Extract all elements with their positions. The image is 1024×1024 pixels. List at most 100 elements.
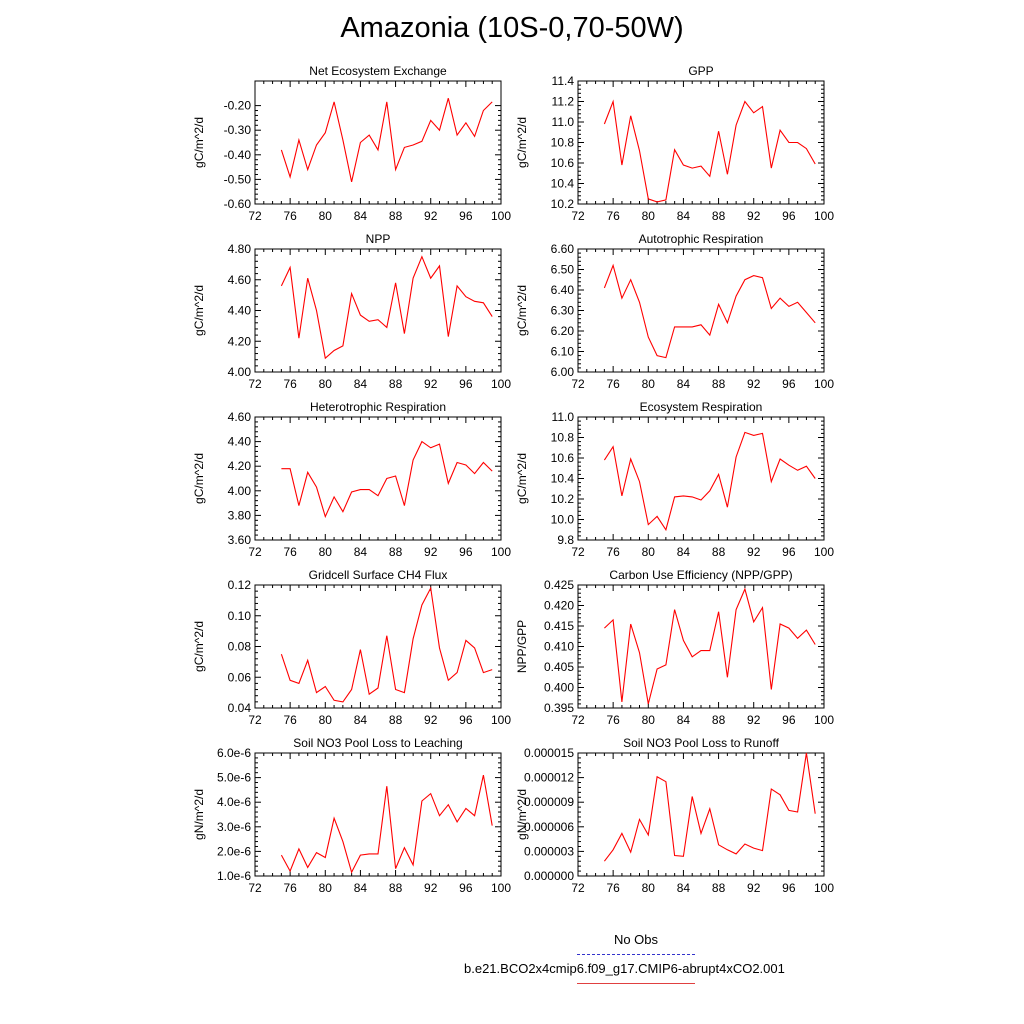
y-tick-label: 10.2 (551, 197, 575, 211)
y-axis-label: gC/m^2/d (192, 621, 206, 672)
panel-title: Soil NO3 Pool Loss to Leaching (293, 736, 462, 750)
x-tick-label: 84 (677, 881, 691, 895)
y-tick-label: 4.60 (228, 273, 252, 287)
x-tick-label: 88 (712, 377, 726, 391)
plot-frame (577, 80, 825, 205)
x-tick-label: 72 (571, 545, 585, 559)
x-tick-label: 100 (814, 209, 834, 223)
page-title: Amazonia (10S-0,70-50W) (340, 12, 684, 44)
y-axis-label: gN/m^2/d (192, 789, 206, 840)
x-tick-label: 72 (571, 713, 585, 727)
x-tick-label: 76 (283, 545, 297, 559)
x-tick-label: 96 (782, 881, 796, 895)
panel-title: Heterotrophic Respiration (310, 400, 446, 414)
y-tick-label: 0.410 (544, 640, 574, 654)
x-tick-label: 92 (424, 209, 438, 223)
y-tick-label: 10.2 (551, 492, 575, 506)
x-tick-label: 88 (389, 881, 403, 895)
plot-frame (254, 752, 502, 877)
series-line (281, 440, 493, 519)
chart-panel-0: Net Ecosystem Exchange gC/m^2/d 72 76 80 84 88… (192, 64, 511, 223)
y-tick-label: -0.30 (224, 123, 252, 137)
y-axis-label: gC/m^2/d (515, 117, 529, 168)
x-tick-label: 84 (677, 713, 691, 727)
plot-frame (577, 584, 825, 709)
y-tick-label: 10.4 (551, 472, 575, 486)
chart-panel-5: Ecosystem Respiration gC/m^2/d 72 76 80 84 88 9… (515, 400, 834, 559)
y-tick-label: 0.415 (544, 619, 574, 633)
x-tick-label: 72 (248, 713, 262, 727)
y-tick-label: 0.400 (544, 681, 574, 695)
x-tick-label: 100 (491, 713, 511, 727)
x-tick-label: 80 (642, 545, 656, 559)
x-tick-label: 96 (459, 713, 473, 727)
y-tick-label: 0.395 (544, 701, 574, 715)
chart-panel-6: Gridcell Surface CH4 Flux gC/m^2/d 72 76 80 8… (192, 568, 511, 727)
y-tick-label: 0.425 (544, 578, 574, 592)
y-tick-label: 11.4 (552, 74, 575, 88)
x-tick-label: 84 (354, 377, 368, 391)
y-tick-label: 4.60 (228, 410, 252, 424)
x-tick-label: 72 (571, 881, 585, 895)
x-tick-label: 92 (747, 209, 761, 223)
x-tick-label: 76 (606, 545, 620, 559)
y-tick-label: 4.00 (228, 365, 252, 379)
y-tick-label: -0.50 (224, 172, 252, 186)
y-tick-label: 0.000003 (524, 844, 574, 858)
x-tick-label: 80 (319, 713, 333, 727)
x-tick-label: 84 (354, 545, 368, 559)
x-tick-label: 76 (283, 713, 297, 727)
series-line (603, 99, 816, 203)
x-tick-label: 96 (459, 881, 473, 895)
y-tick-label: 6.40 (551, 283, 575, 297)
x-tick-label: 72 (571, 209, 585, 223)
x-tick-label: 92 (747, 545, 761, 559)
x-tick-label: 92 (747, 377, 761, 391)
y-tick-label: 10.0 (551, 513, 575, 527)
y-tick-label: 0.000000 (524, 869, 574, 883)
y-tick-label: 4.80 (228, 242, 252, 256)
panel-title: Net Ecosystem Exchange (309, 64, 447, 78)
y-tick-label: 10.6 (551, 156, 575, 170)
y-tick-label: -0.60 (224, 197, 252, 211)
x-tick-label: 76 (283, 881, 297, 895)
y-tick-label: 10.6 (551, 451, 575, 465)
y-tick-label: 6.10 (551, 345, 575, 359)
x-tick-label: 92 (747, 713, 761, 727)
x-tick-label: 84 (354, 713, 368, 727)
y-tick-label: 0.06 (228, 670, 252, 684)
series-line (603, 431, 816, 532)
x-tick-label: 84 (677, 377, 691, 391)
x-tick-label: 76 (606, 377, 620, 391)
y-tick-label: 3.0e-6 (217, 820, 251, 834)
x-tick-label: 88 (712, 881, 726, 895)
x-tick-label: 88 (712, 713, 726, 727)
panel-title: Soil NO3 Pool Loss to Runoff (623, 736, 780, 750)
panel-title: Autotrophic Respiration (639, 232, 764, 246)
y-tick-label: 6.30 (551, 304, 575, 318)
x-tick-label: 76 (606, 713, 620, 727)
x-tick-label: 80 (319, 881, 333, 895)
x-tick-label: 100 (814, 377, 834, 391)
y-tick-label: 0.405 (544, 660, 574, 674)
x-tick-label: 96 (782, 209, 796, 223)
x-tick-label: 100 (491, 881, 511, 895)
x-tick-label: 88 (712, 209, 726, 223)
x-tick-label: 88 (389, 545, 403, 559)
x-tick-label: 96 (782, 377, 796, 391)
x-tick-label: 88 (712, 545, 726, 559)
x-tick-label: 100 (491, 545, 511, 559)
x-tick-label: 84 (354, 209, 368, 223)
y-tick-label: 0.000015 (524, 746, 574, 760)
panel-title: GPP (688, 64, 713, 78)
y-tick-label: 2.0e-6 (217, 844, 251, 858)
series-line (603, 263, 816, 359)
y-tick-label: 10.4 (551, 177, 575, 191)
chart-panel-1: GPP gC/m^2/d 72 76 80 84 88 92 96 100 10.2 10.4 10.6… (515, 64, 834, 223)
chart-panel-7: Carbon Use Efficiency (NPP/GPP) NPP/GPP 72… (515, 568, 834, 727)
x-tick-label: 92 (424, 377, 438, 391)
chart-panel-8: Soil NO3 Pool Loss to Leaching gN/m^2/d 72… (192, 736, 511, 895)
series-line (280, 255, 493, 360)
x-tick-label: 80 (319, 545, 333, 559)
